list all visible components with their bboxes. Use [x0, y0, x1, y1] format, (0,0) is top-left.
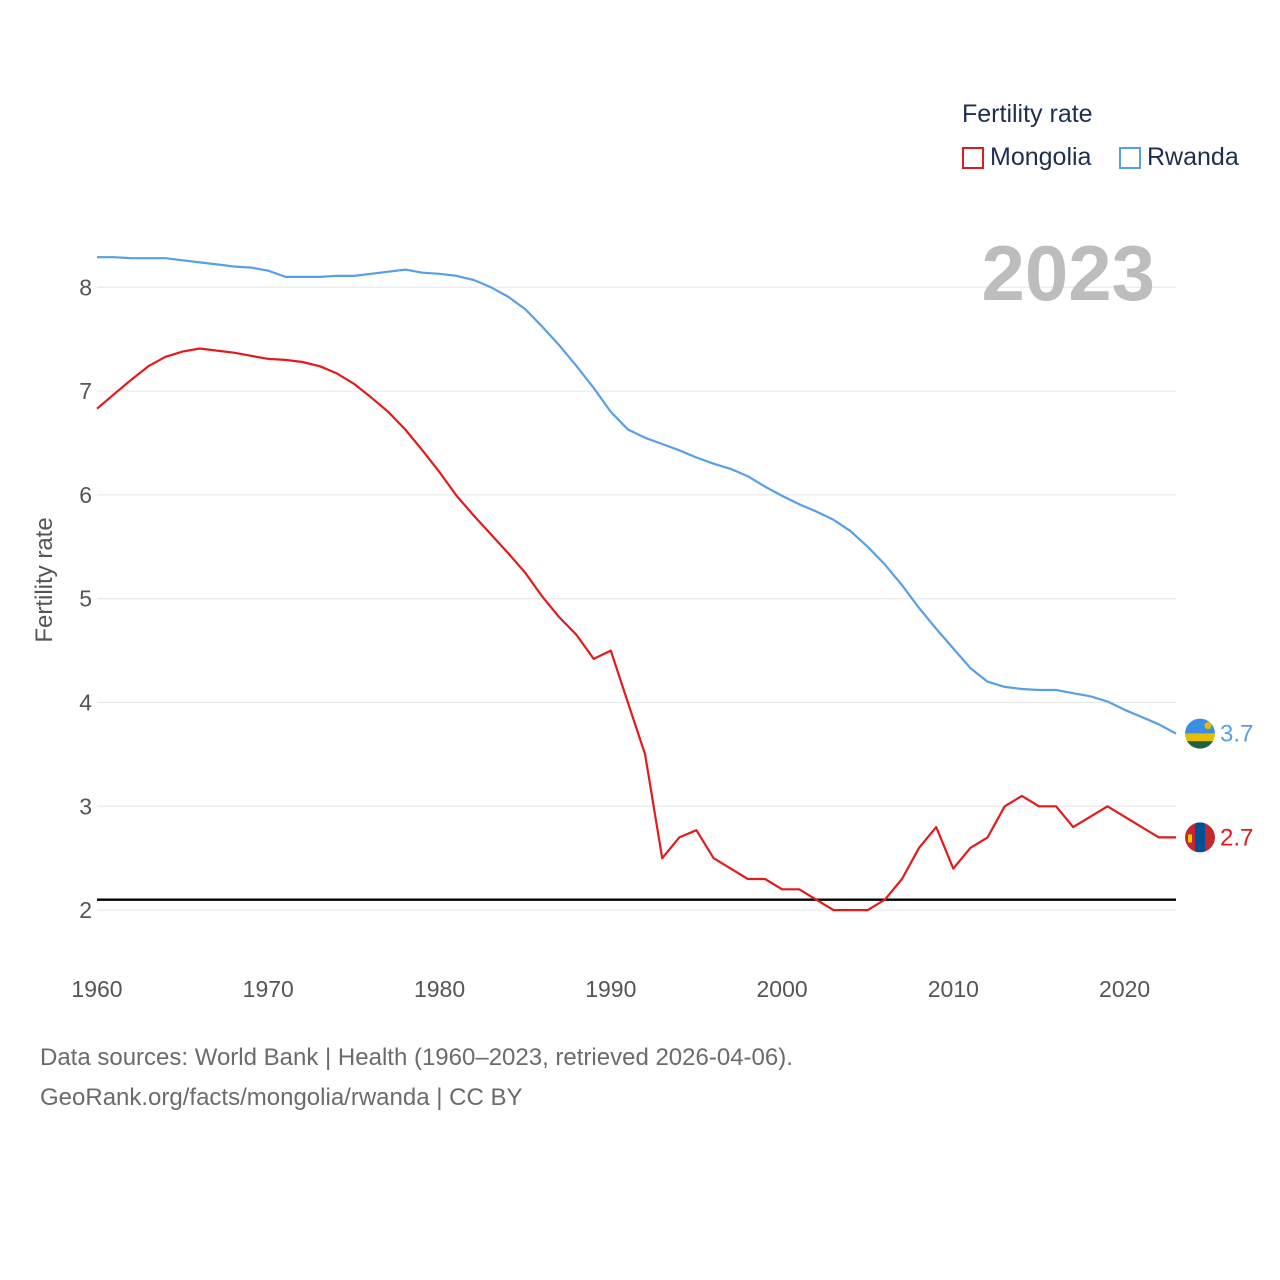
footer-sources: Data sources: World Bank | Health (1960–… — [40, 1044, 793, 1071]
legend-label-mongolia: Mongolia — [990, 143, 1092, 171]
end-markers — [1185, 718, 1215, 853]
y-tick-label: 4 — [79, 689, 92, 715]
y-tick-label: 6 — [79, 482, 92, 508]
y-axis-ticks: 2 3 4 5 6 7 8 — [79, 274, 92, 923]
x-tick-label: 1990 — [585, 976, 636, 1002]
x-axis-ticks: 1960 1970 1980 1990 2000 2010 2020 — [71, 976, 1150, 1002]
grid-lines — [97, 286, 1176, 911]
series-line-mongolia — [96, 347, 1176, 912]
year-label: 2023 — [981, 229, 1155, 317]
legend-swatch-mongolia — [962, 146, 984, 169]
legend-label-rwanda: Rwanda — [1147, 143, 1239, 171]
mongolia-flag-icon — [1185, 822, 1215, 853]
y-tick-label: 3 — [79, 793, 92, 819]
x-tick-label: 1960 — [71, 976, 122, 1002]
legend-item-mongolia[interactable]: Mongolia — [962, 143, 1091, 172]
y-tick-label: 8 — [79, 274, 92, 300]
x-tick-label: 2020 — [1099, 976, 1150, 1002]
footer-attribution: GeoRank.org/facts/mongolia/rwanda | CC B… — [40, 1084, 523, 1111]
series-line-rwanda — [97, 256, 1177, 735]
x-tick-label: 2000 — [756, 976, 807, 1002]
legend-swatch-rwanda — [1119, 146, 1141, 169]
y-tick-label: 2 — [79, 897, 92, 923]
y-tick-label: 7 — [79, 378, 92, 404]
rwanda-flag-icon — [1185, 718, 1215, 749]
y-axis-label: Fertility rate — [31, 517, 58, 642]
x-tick-label: 1980 — [414, 976, 465, 1002]
y-tick-label: 5 — [79, 586, 92, 612]
series-lines — [96, 256, 1177, 912]
x-tick-label: 1970 — [243, 976, 294, 1002]
legend-title: Fertility rate — [962, 100, 1093, 128]
legend-item-rwanda[interactable]: Rwanda — [1119, 143, 1239, 172]
rwanda-end-value: 3.7 — [1220, 721, 1253, 748]
x-tick-label: 2010 — [928, 976, 979, 1002]
mongolia-end-value: 2.7 — [1220, 824, 1253, 851]
